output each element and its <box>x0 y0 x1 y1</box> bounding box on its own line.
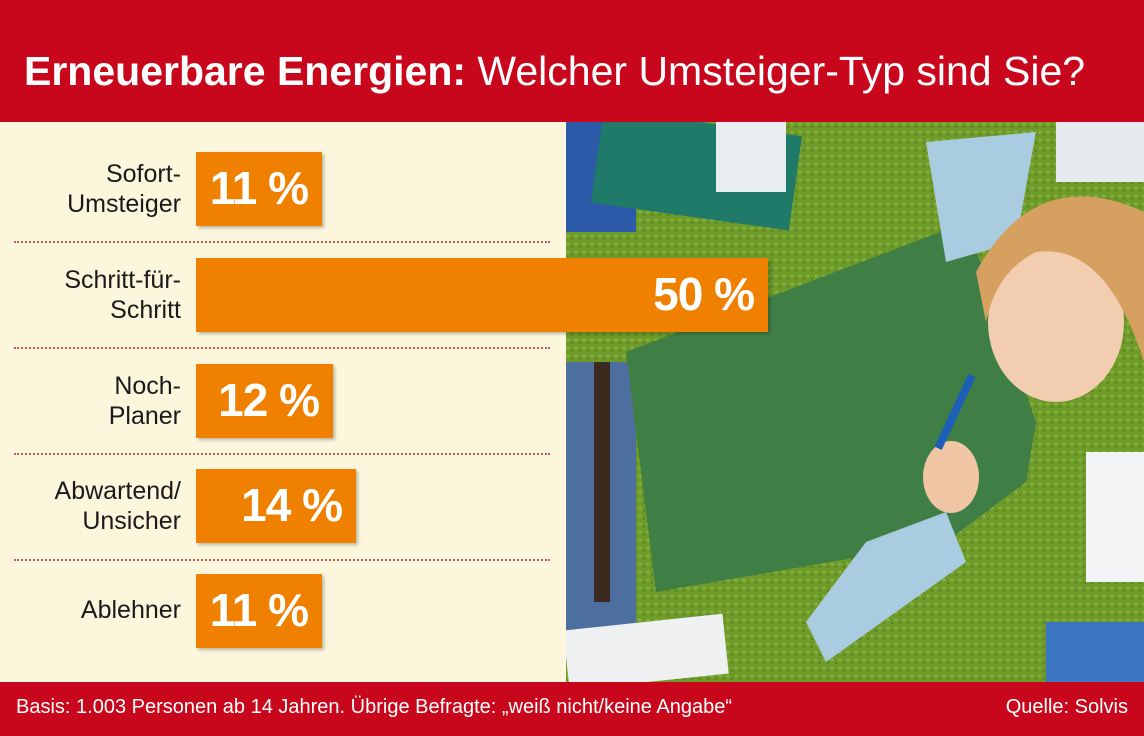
category-label: Noch- Planer <box>108 372 181 430</box>
photo-woman-on-grass <box>566 122 1144 682</box>
row-divider <box>14 453 550 455</box>
bar: 11 % <box>196 152 322 226</box>
title-bold-part: Erneuerbare Energien: <box>24 48 467 94</box>
photo-illustration <box>566 122 1144 682</box>
category-label: Sofort- Umsteiger <box>67 160 181 218</box>
bar: 12 % <box>196 364 333 438</box>
row-divider <box>14 241 550 243</box>
footer-bar: Basis: 1.003 Personen ab 14 Jahren. Übri… <box>0 682 1144 736</box>
page-title: Erneuerbare Energien: Welcher Umsteiger-… <box>24 46 1085 96</box>
bar-value-label: 11 % <box>209 162 309 214</box>
category-label: Schritt-für- Schritt <box>64 266 181 324</box>
header-bar: Erneuerbare Energien: Welcher Umsteiger-… <box>0 0 1144 122</box>
footer-source: Quelle: Solvis <box>1005 696 1128 718</box>
bar-value-label: 11 % <box>209 584 309 636</box>
bar-value-label: 12 % <box>218 374 320 426</box>
title-rest-part: Welcher Umsteiger-Typ sind Sie? <box>466 48 1086 94</box>
row-divider <box>14 347 550 349</box>
bar: 11 % <box>196 574 322 648</box>
category-label: Ablehner <box>80 596 181 624</box>
row-divider <box>14 559 550 561</box>
bar-value-label: 14 % <box>241 479 343 531</box>
footer-basis-note: Basis: 1.003 Personen ab 14 Jahren. Übri… <box>16 696 732 718</box>
bar-value-label: 50 % <box>653 268 755 320</box>
bar: 14 % <box>196 469 356 543</box>
category-label: Abwartend/ Unsicher <box>54 477 181 535</box>
bar: 50 % <box>196 258 768 332</box>
